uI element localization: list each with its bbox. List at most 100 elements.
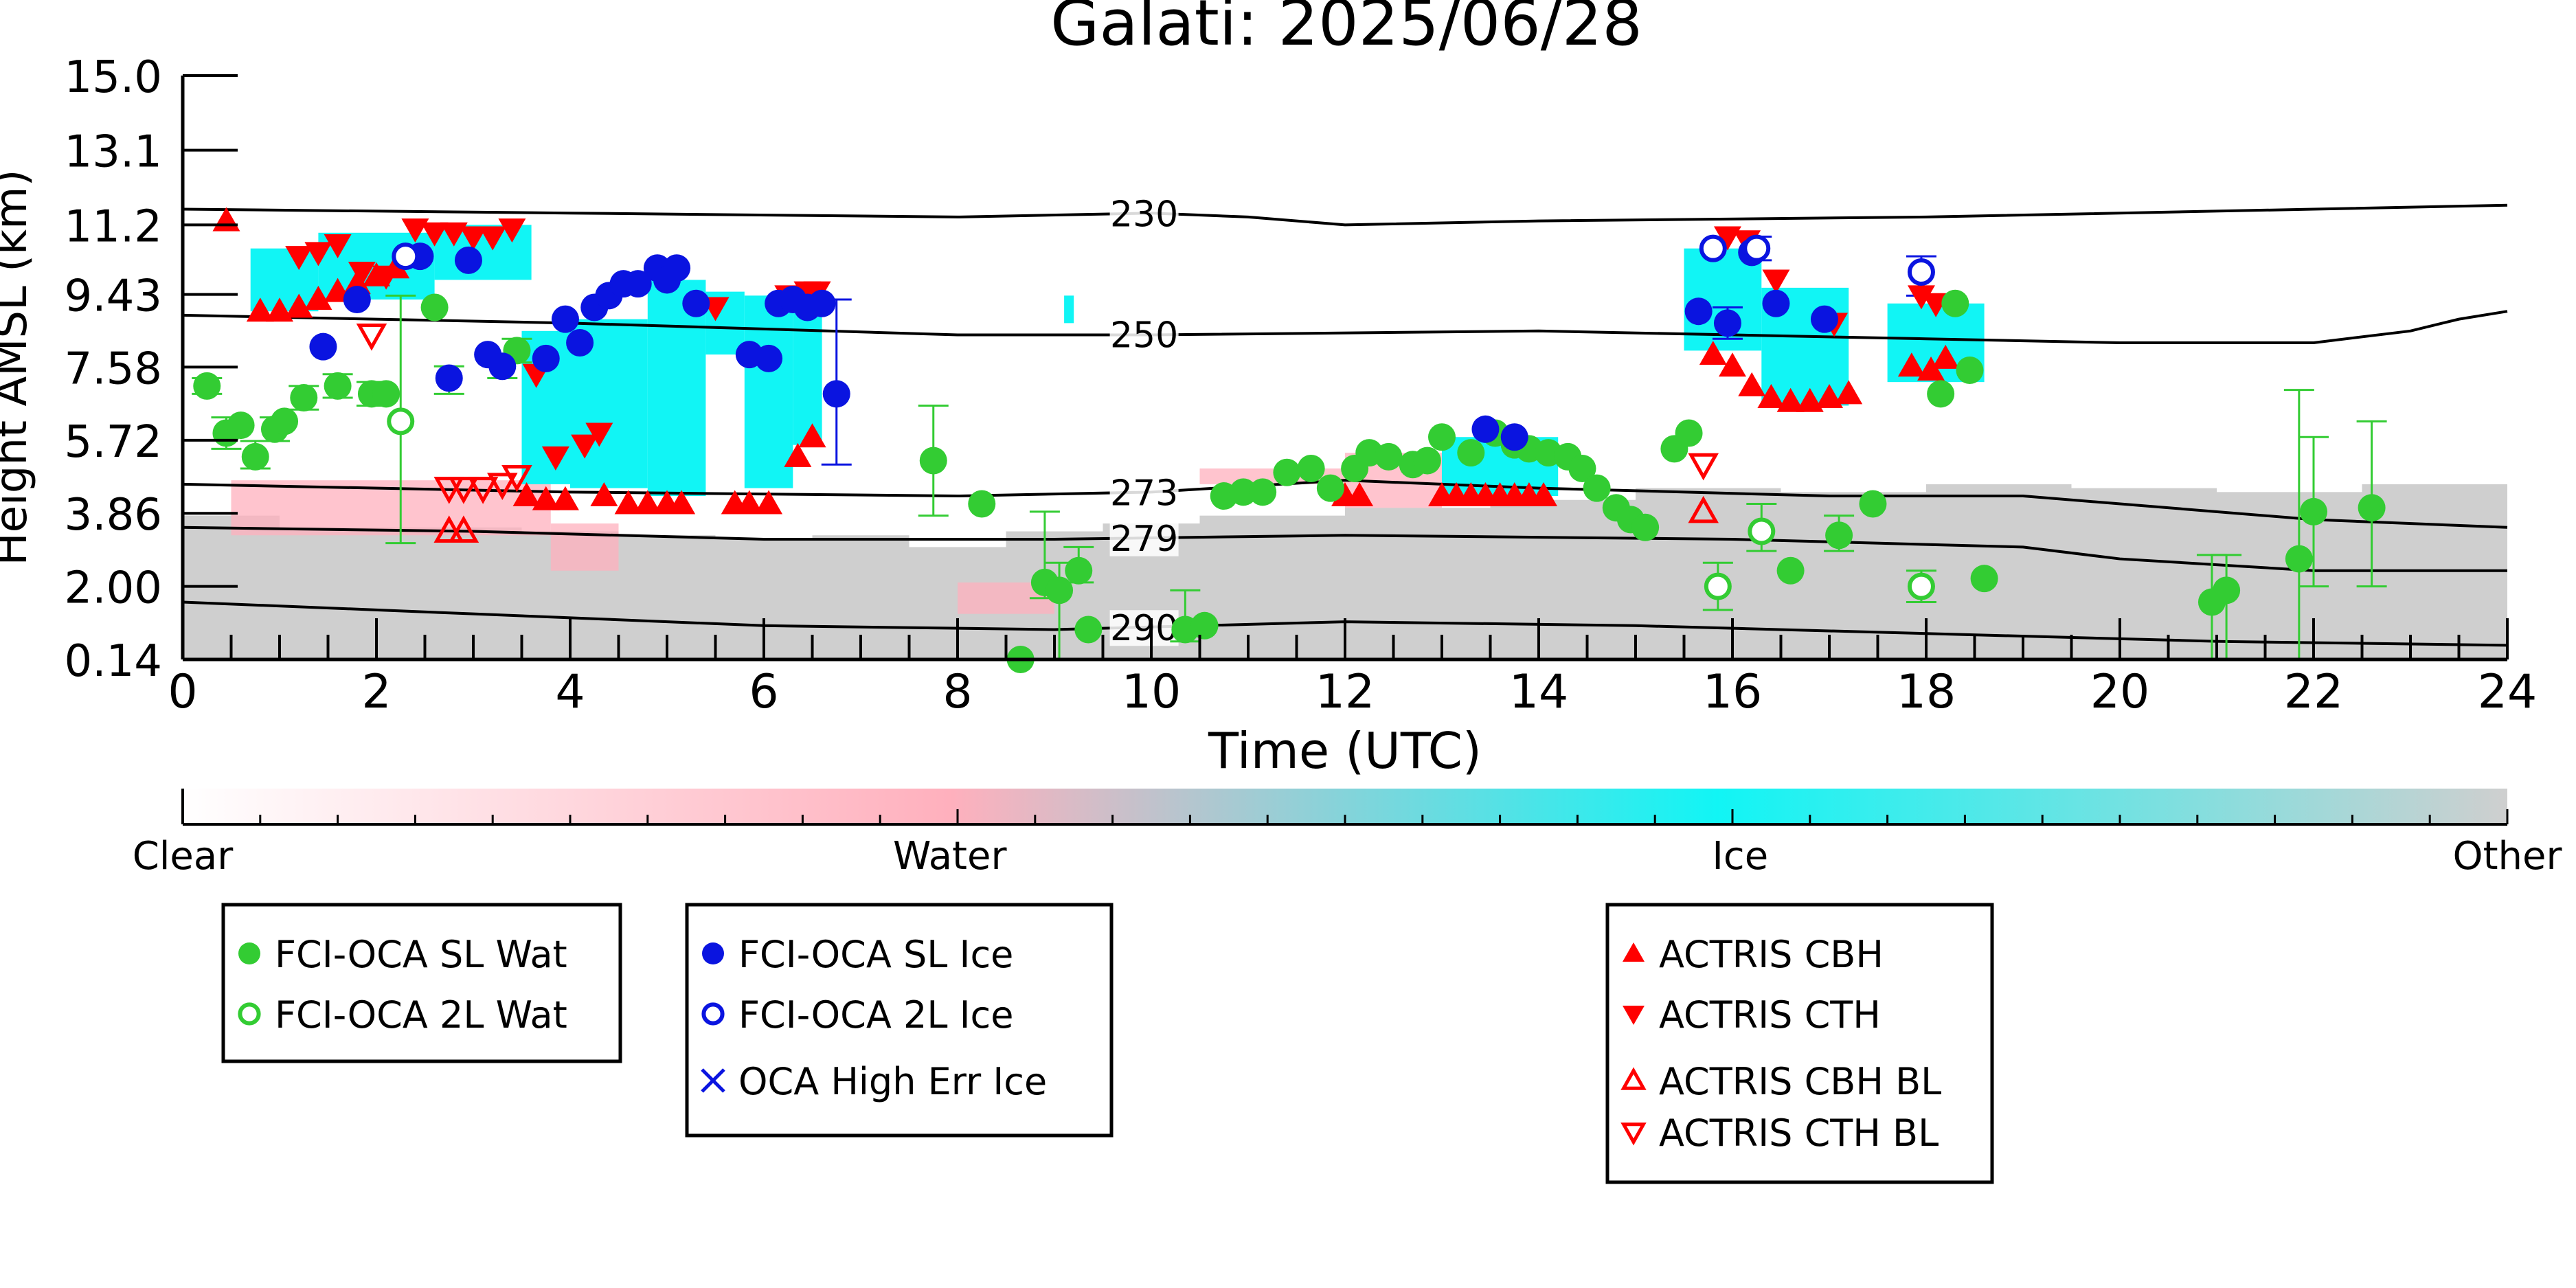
data-point (460, 226, 487, 251)
legend-marker (238, 942, 260, 964)
data-point (1859, 490, 1887, 518)
y-axis-label: Height AMSL (km) (0, 170, 37, 566)
data-point (420, 222, 449, 247)
data-point (1297, 455, 1325, 483)
data-point (448, 515, 479, 543)
data-point (309, 332, 337, 361)
data-point (1776, 387, 1805, 412)
data-point (467, 477, 499, 504)
data-point (2285, 545, 2313, 573)
x-tick-label: 8 (942, 665, 972, 719)
y-tick-label: 13.1 (65, 127, 163, 178)
isotherm-label-bg (1109, 520, 1179, 556)
legend-label: ACTRIS CBH BL (1659, 1060, 1941, 1103)
other-region (1490, 499, 1636, 659)
legend-label: FCI-OCA SL Wat (275, 933, 567, 976)
data-point (1583, 474, 1611, 502)
data-point (1684, 297, 1713, 326)
isotherm-label: 250 (1110, 315, 1178, 357)
legend-label: OCA High Err Ice (738, 1060, 1047, 1103)
legend-marker (1620, 1122, 1647, 1146)
data-point (532, 486, 560, 510)
y-tick-label: 2.00 (65, 563, 163, 614)
y-tick-label: 0.14 (65, 636, 163, 687)
isotherm-label-bg (1109, 317, 1179, 353)
data-point (498, 218, 526, 243)
chart-title: Galati: 2025/06/28 (1050, 0, 1642, 60)
data-point (487, 473, 518, 500)
y-tick-label: 11.2 (65, 201, 163, 252)
data-point (1825, 521, 1853, 550)
isotherm-label-bg (1109, 610, 1179, 646)
y-tick-label: 9.43 (65, 271, 163, 322)
data-point (290, 384, 318, 412)
data-point (1941, 289, 1969, 317)
data-point (1699, 341, 1727, 365)
data-point (2358, 494, 2386, 522)
ice-region (744, 295, 793, 488)
x-tick-label: 0 (168, 665, 197, 719)
data-point (1932, 344, 1960, 369)
data-point (1970, 565, 1998, 593)
data-point (372, 265, 400, 290)
data-point (614, 490, 642, 515)
legends: FCI-OCA SL Wat FCI-OCA 2L Wat FCI-OCA SL I… (221, 903, 1994, 1184)
data-point (392, 242, 420, 271)
data-point (348, 262, 376, 286)
x-tick-label: 14 (1509, 665, 1569, 719)
data-point (387, 407, 415, 436)
isotherm-line (182, 203, 2508, 227)
x-tick-label: 24 (2478, 665, 2538, 719)
data-point (1810, 305, 1838, 333)
data-point (324, 234, 352, 258)
data-point (1688, 453, 1719, 481)
data-point (227, 411, 255, 440)
data-point (479, 226, 507, 251)
data-point (1675, 419, 1703, 447)
data-point (1428, 423, 1456, 451)
data-point (1346, 482, 1374, 507)
data-point (1713, 309, 1741, 337)
other-region (1199, 515, 1345, 659)
data-point (755, 490, 783, 515)
data-point (968, 490, 996, 518)
isotherm-label: 279 (1110, 519, 1178, 560)
data-point (624, 270, 652, 298)
data-point (1907, 572, 1935, 600)
data-point (566, 328, 594, 357)
legend-marker (701, 1002, 725, 1026)
data-point (1917, 357, 1945, 381)
legend-marker (702, 942, 724, 964)
data-point (246, 297, 274, 322)
data-point (1229, 478, 1257, 506)
other-region (1345, 508, 1491, 659)
data-point (435, 364, 463, 392)
data-point (512, 482, 541, 507)
x-tick-label: 22 (2284, 665, 2344, 719)
data-point (1743, 234, 1771, 262)
data-point (1471, 415, 1500, 443)
data-point (668, 490, 696, 515)
legend-label: FCI-OCA 2L Wat (275, 993, 567, 1037)
data-point (1074, 615, 1103, 644)
data-point (1719, 352, 1746, 377)
legend-marker (238, 1002, 261, 1026)
data-point (304, 242, 332, 267)
x-tick-label: 20 (2090, 665, 2150, 719)
data-point (1907, 285, 1935, 310)
data-point (541, 446, 569, 471)
y-tick-label: 15.0 (65, 52, 163, 103)
data-point (1757, 384, 1785, 409)
axes: 0 2 4 6 8 10 12 14 16 18 20 22 240.142.003.865.727.5… (65, 52, 2538, 719)
data-point (285, 246, 313, 271)
other-region (2071, 488, 2217, 659)
data-point (1762, 269, 1790, 294)
data-point (324, 372, 352, 400)
isotherm-line (182, 526, 2507, 572)
legend-box (221, 903, 622, 1063)
data-point (433, 477, 465, 504)
data-point (822, 380, 850, 408)
data-point (571, 434, 599, 459)
isotherm-label: 230 (1110, 194, 1178, 235)
data-point (1835, 380, 1863, 405)
